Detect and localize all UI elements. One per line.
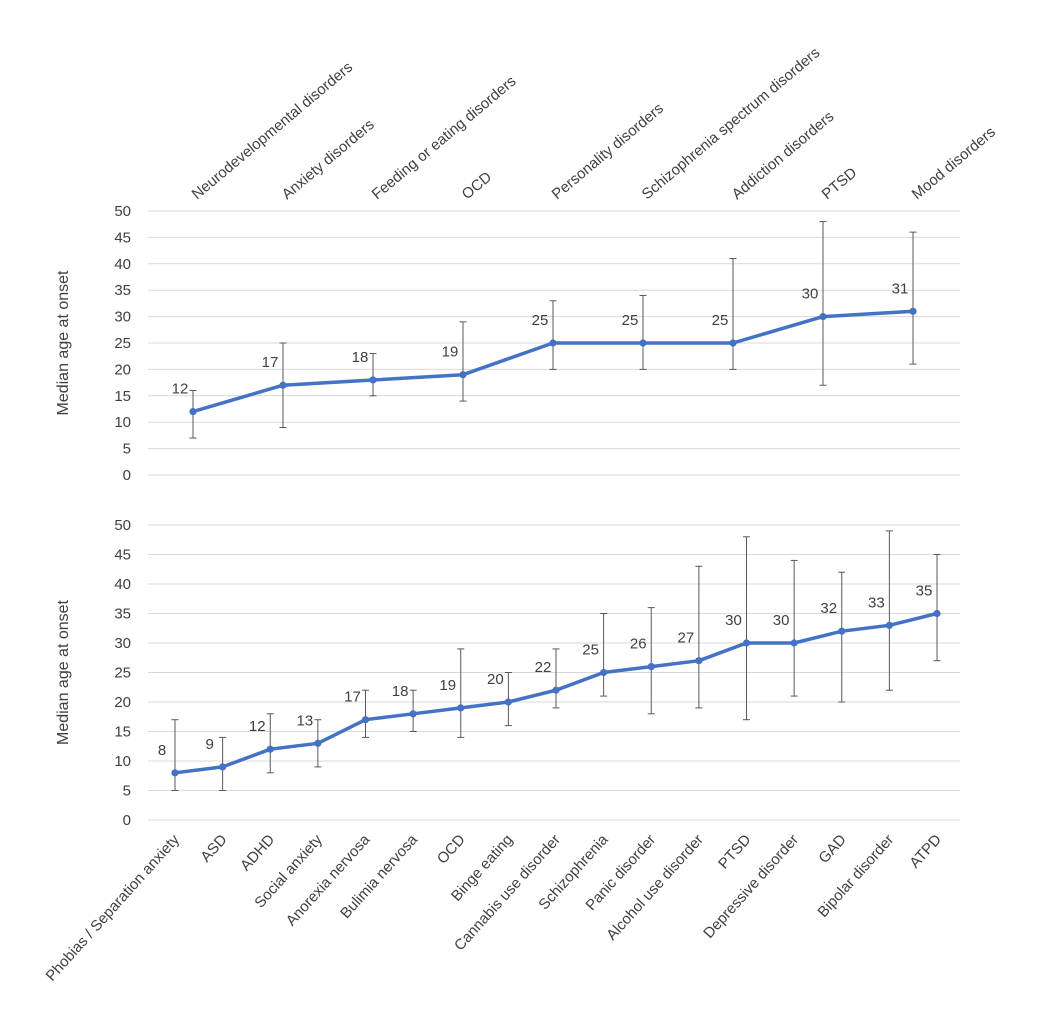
data-point xyxy=(314,739,322,747)
category-label: GAD xyxy=(815,831,849,867)
y-tick-label: 20 xyxy=(114,361,131,378)
data-label: 12 xyxy=(249,718,266,735)
data-point xyxy=(729,339,737,347)
data-label: 20 xyxy=(487,671,504,688)
y-tick-label: 25 xyxy=(114,335,131,352)
data-label: 19 xyxy=(439,677,456,694)
data-point xyxy=(742,639,751,647)
data-label: 30 xyxy=(802,286,819,303)
category-label: Mood disorders xyxy=(909,124,999,203)
data-label: 12 xyxy=(172,381,189,398)
data-point xyxy=(219,763,227,771)
category-label: Depressive disorder xyxy=(700,831,802,942)
category-label: ADHD xyxy=(237,831,278,874)
data-label: 35 xyxy=(916,583,933,600)
category-label: ATPD xyxy=(906,831,945,871)
y-tick-label: 45 xyxy=(114,229,131,246)
y-tick-label: 30 xyxy=(114,309,131,326)
data-label: 9 xyxy=(205,736,213,753)
data-point xyxy=(457,704,465,712)
data-point xyxy=(459,371,467,379)
y-axis-title: Median age at onset xyxy=(55,599,72,745)
data-point xyxy=(369,376,377,384)
data-label: 25 xyxy=(622,312,639,329)
data-label: 32 xyxy=(820,600,837,617)
data-point xyxy=(933,609,941,618)
data-point xyxy=(695,657,703,665)
data-label: 25 xyxy=(582,642,599,659)
data-label: 18 xyxy=(352,349,369,366)
data-label: 13 xyxy=(297,712,314,729)
y-tick-label: 10 xyxy=(114,414,131,431)
data-point xyxy=(279,381,287,389)
data-point xyxy=(266,745,274,753)
data-point xyxy=(790,639,798,647)
data-point xyxy=(409,710,417,718)
data-point xyxy=(639,339,647,347)
category-label: OCD xyxy=(434,831,469,867)
data-label: 18 xyxy=(392,683,409,700)
category-label: Neurodevelopmental disorders xyxy=(189,59,356,203)
chart-panel-1: 0 5 10 15 20 25 30 35 40 45 50 Median age at onset 1… xyxy=(55,44,999,484)
y-tick-label: 50 xyxy=(114,203,131,220)
data-point xyxy=(361,716,370,724)
data-label: 27 xyxy=(678,630,695,647)
y-tick-label: 20 xyxy=(114,694,131,711)
category-label: PTSD xyxy=(715,831,755,872)
data-point xyxy=(909,307,917,315)
y-tick-label: 15 xyxy=(114,388,131,405)
y-tick-label: 10 xyxy=(114,753,131,770)
data-point xyxy=(647,663,655,671)
data-label: 17 xyxy=(262,354,279,371)
y-tick-label: 40 xyxy=(114,256,131,273)
y-tick-label: 35 xyxy=(114,282,131,299)
category-label: Feeding or eating disorders xyxy=(369,73,520,203)
data-label: 17 xyxy=(344,689,361,706)
data-point xyxy=(552,686,560,694)
y-tick-label: 5 xyxy=(123,783,131,800)
category-label: Anorexia nervosa xyxy=(283,831,374,930)
category-label: PTSD xyxy=(819,164,861,203)
data-point xyxy=(189,408,197,416)
data-point xyxy=(171,769,179,777)
y-tick-label: 50 xyxy=(114,517,131,534)
y-axis-title: Median age at onset xyxy=(55,270,72,416)
data-point xyxy=(549,339,557,347)
y-tick-label: 0 xyxy=(123,467,131,484)
category-label: OCD xyxy=(459,169,496,204)
y-tick-label: 35 xyxy=(114,606,131,623)
data-point xyxy=(838,627,846,635)
y-tick-label: 25 xyxy=(114,665,131,682)
y-tick-label: 45 xyxy=(114,547,131,564)
data-label: 25 xyxy=(712,312,729,329)
data-label: 33 xyxy=(868,594,885,611)
category-label: ASD xyxy=(197,831,230,865)
y-tick-label: 30 xyxy=(114,635,131,652)
chart-panel-2: 0 5 10 15 20 25 30 35 40 45 50 Median age at onset 8… xyxy=(43,517,960,985)
data-label: 25 xyxy=(532,312,549,329)
data-label: 22 xyxy=(535,659,552,676)
data-label: 8 xyxy=(158,742,166,759)
data-point xyxy=(504,698,512,706)
data-label: 31 xyxy=(892,280,909,297)
data-label: 26 xyxy=(630,636,647,653)
y-tick-label: 0 xyxy=(123,812,131,829)
data-point xyxy=(885,621,893,629)
data-label: 30 xyxy=(725,612,742,629)
y-tick-label: 40 xyxy=(114,576,131,593)
y-tick-label: 5 xyxy=(123,441,131,458)
category-label: Anxiety disorders xyxy=(279,116,378,203)
data-point xyxy=(600,668,608,677)
category-label: Phobias / Separation anxiety xyxy=(43,831,184,985)
data-label: 19 xyxy=(442,344,459,361)
category-label: Schizophrenia spectrum disorders xyxy=(639,44,824,203)
data-point xyxy=(819,313,827,321)
data-label: 30 xyxy=(773,612,790,629)
y-tick-label: 15 xyxy=(114,724,131,741)
